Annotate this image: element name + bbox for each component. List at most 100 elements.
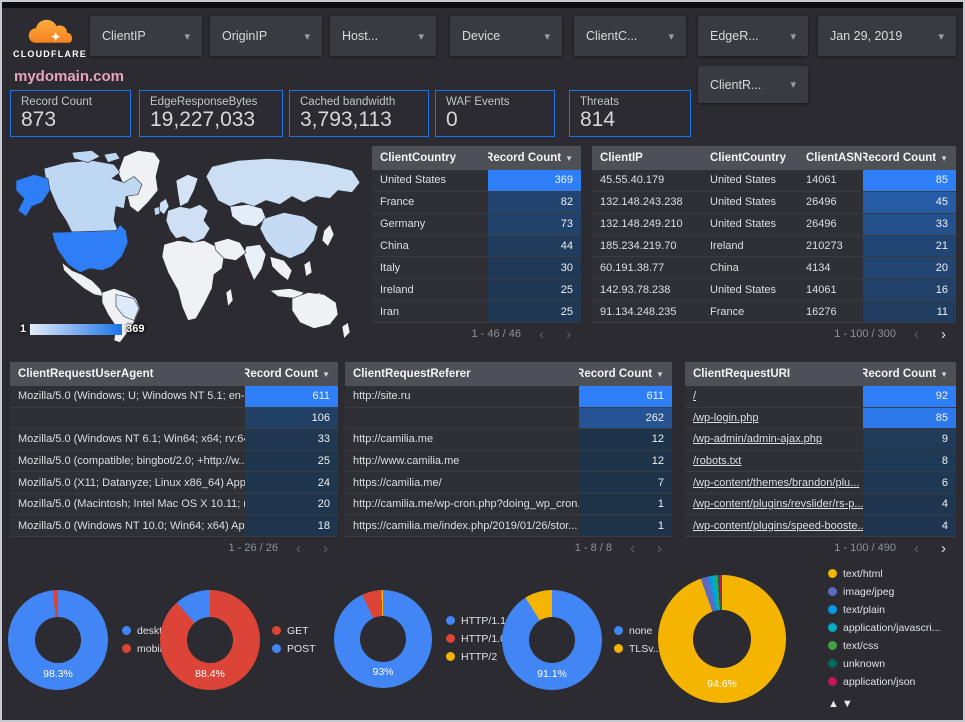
legend-item[interactable]: POST [272,643,322,655]
filter-chip-device[interactable]: Device ▾ [450,16,562,56]
record-count-cell: 6 [863,472,956,493]
legend-dot-icon [614,644,623,653]
column-header[interactable]: Record Count ▼ [863,368,948,380]
column-header[interactable]: ClientRequestReferer [353,368,471,380]
column-header[interactable]: ClientIP [600,152,643,164]
column-header[interactable]: Record Count ▼ [863,152,948,164]
uri-link[interactable]: /wp-login.php [693,411,759,424]
table-header-row: ClientCountry Record Count ▼ [372,146,581,170]
scorecard-value: 3,793,113 [300,108,392,131]
dimension-cell: United States [710,283,777,296]
legend-item[interactable]: application/json [828,676,958,688]
legend-item[interactable]: HTTP/1.0 [446,633,506,645]
dimension-cell: Mozilla/5.0 (Windows NT 6.1; Win64; x64;… [18,433,245,446]
table-row: /wp-admin/admin-ajax.php 9 [685,429,956,451]
legend-pager-icons[interactable]: ▲▼ [828,698,856,711]
next-page-icon[interactable]: › [941,325,946,343]
prev-page-icon[interactable]: ‹ [296,539,301,557]
legend-dot-icon [272,625,281,635]
next-page-icon[interactable]: › [941,539,946,557]
column-header[interactable]: Record Count ▼ [488,152,573,164]
record-count-cell: 16 [863,279,956,301]
pagination-range: 1 - 46 / 46 [471,328,521,340]
legend-item[interactable]: TLSv... [614,643,672,655]
legend-item[interactable]: HTTP/1.1 [446,615,506,627]
legend-dot-icon [614,625,623,635]
table-row: Mozilla/5.0 (compatible; bingbot/2.0; +h… [10,450,338,473]
chart-legend: HTTP/1.1 HTTP/1.0 HTTP/2 [446,615,506,663]
column-header[interactable]: ClientCountry [380,152,457,164]
record-count-cell: 106 [245,407,338,429]
table-pagination: 1 - 8 / 8 ‹ › [345,537,672,559]
content-type-donut: 94.6% text/html image/jpeg text/plain applic… [658,568,958,710]
next-page-icon[interactable]: › [323,539,328,557]
filter-chip-clientcountry[interactable]: ClientC... ▾ [574,16,686,56]
legend-item[interactable]: HTTP/2 [446,651,497,663]
filter-chip-host[interactable]: Host... ▾ [330,16,436,56]
filter-label: ClientC... [586,29,638,43]
table-row: Mozilla/5.0 (Windows NT 6.1; Win64; x64;… [10,429,338,451]
scorecard-label: WAF Events [446,96,510,108]
record-count-cell: 45 [863,191,956,213]
filter-chip-originip[interactable]: OriginIP ▾ [210,16,322,56]
dimension-cell: Ireland [710,240,744,252]
table-row: Mozilla/5.0 (Macintosh; Intel Mac OS X 1… [10,493,338,516]
next-page-icon[interactable]: › [566,325,571,343]
legend-label: GET [287,624,309,637]
column-header[interactable]: Record Count ▼ [245,368,330,380]
prev-page-icon[interactable]: ‹ [630,539,635,557]
uri-link[interactable]: / [693,390,697,403]
record-count-cell: 4 [863,515,956,537]
column-header[interactable]: ClientRequestURI [693,368,791,380]
record-count-cell: 44 [488,235,581,257]
record-count-cell: 20 [245,493,338,515]
prev-page-icon[interactable]: ‹ [539,325,544,343]
dimension-cell: United States [380,174,447,187]
uri-link[interactable]: /robots.txt [693,455,742,468]
uri-link[interactable]: /wp-content/plugins/revslider/rs-p... [693,498,863,511]
legend-dot-icon [122,644,131,653]
legend-item[interactable]: unknown [828,658,958,670]
uri-link[interactable]: /wp-content/themes/brandon/plu... [693,476,860,489]
dimension-cell: France [380,196,415,209]
dimension-cell: http://site.ru [353,390,411,403]
legend-item[interactable]: application/javascri... [828,622,958,634]
table-pagination: 1 - 26 / 26 ‹ › [10,537,338,559]
prev-page-icon[interactable]: ‹ [914,539,919,557]
scorecard-value: 873 [21,108,57,131]
legend-item[interactable]: none [614,625,672,637]
filter-chip-clientip[interactable]: ClientIP ▾ [90,16,202,56]
uri-link[interactable]: /wp-admin/admin-ajax.php [693,433,823,446]
legend-item[interactable]: GET [272,625,322,637]
legend-label: image/jpeg [843,586,895,599]
legend-item[interactable]: text/plain [828,604,958,616]
uri-link[interactable]: /wp-content/plugins/speed-booste... [693,519,863,532]
next-page-icon[interactable]: › [657,539,662,557]
legend-item[interactable]: text/html [828,568,958,580]
world-map [15,150,361,343]
filter-chip-edgeresponse[interactable]: EdgeR... ▾ [698,16,808,56]
legend-item[interactable]: text/css [828,640,958,652]
date-range-picker[interactable]: Jan 29, 2019 ▾ [818,16,956,56]
column-header[interactable]: Record Count ▼ [579,368,664,380]
legend-item[interactable]: image/jpeg [828,586,958,598]
referer-table: ClientRequestReferer Record Count ▼ http://… [345,362,672,559]
dimension-cell: http://camilia.me/wp-cron.php?doing_wp_c… [353,498,579,511]
dimension-cell: 45.55.40.179 [600,174,665,187]
record-count-cell: 369 [488,170,581,191]
filter-chip-clientrequest[interactable]: ClientR... ▾ [698,66,808,103]
table-row: /wp-login.php 85 [685,407,956,430]
legend-dot-icon [446,652,455,662]
column-header[interactable]: ClientCountry [710,152,787,164]
column-header[interactable]: ClientASN [806,152,863,164]
dimension-cell: 14061 [806,283,837,296]
record-count-cell: 8 [863,450,956,472]
donut-chart: 88.4% [160,590,260,690]
prev-page-icon[interactable]: ‹ [914,325,919,343]
record-count-cell: 12 [579,450,672,472]
legend-dot-icon [122,625,131,635]
column-header[interactable]: ClientRequestUserAgent [18,368,154,380]
donut-hole [35,617,81,663]
table-row: /robots.txt 8 [685,450,956,473]
legend-label: HTTP/1.0 [461,632,506,645]
